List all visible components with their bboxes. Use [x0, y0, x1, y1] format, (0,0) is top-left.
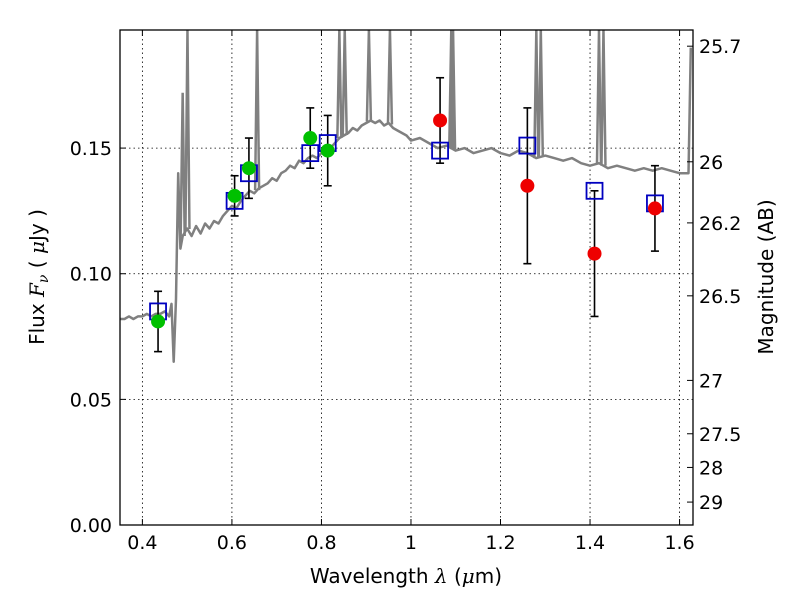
- model-square-marker: [301, 144, 320, 163]
- emission-line-spike: [600, 30, 607, 166]
- x-tick-label: 0.8: [306, 532, 336, 554]
- y2-tick-label: 27: [699, 370, 723, 392]
- x-tick-label: 1.4: [575, 532, 605, 554]
- x-tick-label: 1.6: [664, 532, 694, 554]
- model-square-marker: [518, 136, 537, 155]
- y-tick-label: 0.05: [70, 389, 112, 411]
- y2-tick-label: 27.5: [699, 424, 741, 446]
- green-data-point: [227, 188, 242, 203]
- plot-frame: [119, 29, 694, 526]
- green-data-point: [303, 131, 318, 146]
- model-square-marker: [585, 181, 604, 200]
- green-data-point: [320, 143, 335, 158]
- emission-line-spike: [341, 30, 348, 136]
- y2-tick-label: 25.7: [699, 36, 741, 58]
- y2-tick-label: 26.5: [699, 286, 741, 308]
- red-data-point: [433, 113, 448, 128]
- y2-tick-label: 28: [699, 457, 723, 479]
- y2-tick-label: 26: [699, 152, 723, 174]
- y2-tick-label: 29: [699, 492, 723, 514]
- axis-ticks: 0.4 0.6 0.8 1 1.2 1.4 1.6 0.00 0.05 0.10 0.15 25.7 2…: [70, 30, 741, 554]
- emission-line-spike: [253, 30, 261, 191]
- emission-line-spike: [533, 30, 540, 159]
- emission-line-spike: [595, 30, 603, 164]
- green-data-point: [151, 314, 166, 329]
- y2-tick-label: 26.2: [699, 213, 741, 235]
- y2-axis-label: Magnitude (AB): [754, 199, 778, 354]
- x-tick-label: 0.4: [127, 532, 157, 554]
- model-square-marker: [431, 141, 449, 160]
- green-data-point: [241, 161, 256, 176]
- red-data-point: [587, 246, 602, 261]
- x-tick-label: 0.6: [217, 532, 247, 554]
- emission-line-spike: [449, 30, 457, 150]
- red-data-point: [647, 201, 662, 216]
- x-tick-label: 1: [405, 532, 417, 554]
- emission-line-spike: [365, 30, 373, 122]
- emission-line-spike: [386, 30, 394, 125]
- emission-line-spike: [537, 30, 545, 157]
- x-axis-label: Wavelength λ (μm): [310, 564, 502, 588]
- red-data-point: [520, 178, 535, 193]
- y-tick-label: 0.15: [70, 138, 112, 160]
- emission-line-spike: [179, 92, 186, 237]
- y-tick-label: 0.10: [70, 264, 112, 286]
- y-tick-label: 0.00: [70, 515, 112, 537]
- x-tick-label: 1.2: [485, 532, 515, 554]
- emission-line-spike: [184, 30, 191, 230]
- emission-line-spike: [336, 30, 343, 139]
- plot-area: [120, 30, 693, 363]
